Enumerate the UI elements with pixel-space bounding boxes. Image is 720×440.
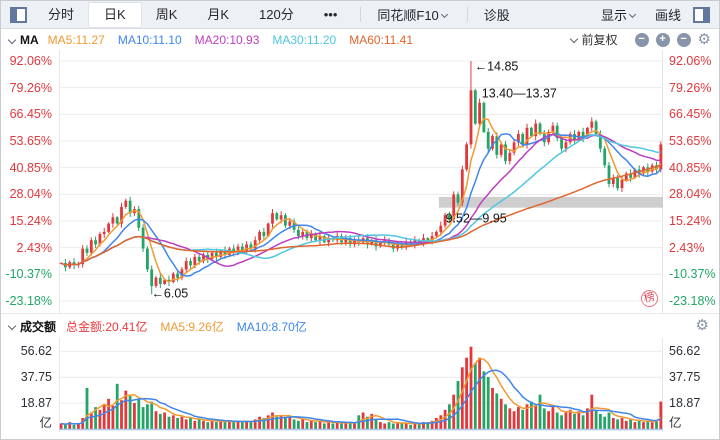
axis-label: 2.43% [16, 240, 52, 255]
right-panel-toggle-icon[interactable] [693, 6, 710, 23]
volume-readouts: 总金额:20.41亿 MA5:9.26亿 MA10:8.70亿 [66, 318, 320, 335]
tab-周K[interactable]: 周K [155, 6, 178, 22]
indicator-readout: MA5:9.26亿 [160, 319, 224, 334]
axis-label: 53.65% [9, 133, 52, 148]
indicator-readout: MA30:11.20 [272, 32, 337, 47]
axis-label: 92.06% [9, 54, 52, 68]
zoom-out-icon[interactable]: − [634, 32, 649, 47]
toolbar-divider [360, 7, 362, 22]
chevron-down-icon [569, 34, 578, 43]
indicator-readout: MA10:11.10 [117, 32, 182, 47]
svg-text:←6.05: ←6.05 [151, 286, 188, 300]
svg-text:13.40—13.37: 13.40—13.37 [482, 86, 557, 100]
indicator-readout: MA10:8.70亿 [236, 319, 307, 334]
diagnose-stock-button[interactable]: 诊股 [483, 8, 510, 23]
display-dropdown[interactable]: 显示 [593, 5, 647, 24]
axis-label: 15.24% [669, 213, 712, 228]
settings-gear-icon[interactable]: ⚙ [697, 30, 711, 48]
left-panel-toggle-icon[interactable] [10, 6, 27, 23]
main-axis-left: 92.06% 79.26% 66.45% 53.65% 40.85% 28.04% 15.2… [1, 50, 59, 313]
indicator-readout: 总金额:20.41亿 [66, 319, 148, 334]
tab-分时[interactable]: 分时 [48, 6, 75, 22]
volume-axis-left: 56.62 37.75 18.87 亿 [1, 338, 59, 432]
axis-label: -10.37% [5, 267, 52, 282]
axis-unit-label: 亿 [669, 416, 682, 430]
collapse-main-chart-icon[interactable] [7, 35, 17, 44]
svg-text:9.52—9.95: 9.52—9.95 [446, 211, 507, 225]
volume-indicator-row: 成交额 总金额:20.41亿 MA5:9.26亿 MA10:8.70亿 ⚙ [1, 313, 719, 338]
axis-label: 18.87 [669, 396, 701, 411]
axis-label: 15.24% [9, 213, 52, 228]
axis-label: -23.18% [669, 294, 716, 308]
toolbar: 分时 日K 周K 月K 120分 ••• 同花顺F10 诊股 显示 画线 [1, 1, 719, 29]
axis-label: 92.06% [669, 54, 712, 68]
zoom-in-icon[interactable]: + [655, 32, 670, 47]
axis-label: 37.75 [669, 370, 701, 385]
ma-title: MA [20, 32, 39, 47]
volume-title: 成交额 [20, 319, 57, 334]
period-tabs: 分时 日K 周K 月K 120分 [33, 1, 309, 28]
toolbar-divider [466, 7, 468, 22]
axis-label: 28.04% [669, 187, 712, 202]
volume-canvas[interactable] [59, 338, 663, 432]
axis-label: 2.43% [669, 240, 705, 255]
axis-label: 37.75 [20, 370, 52, 385]
axis-label: 40.85% [9, 160, 52, 175]
tab-月K[interactable]: 月K [207, 6, 230, 22]
axis-label: 40.85% [669, 160, 712, 175]
chevron-down-icon [440, 10, 448, 18]
axis-label: 66.45% [9, 107, 52, 122]
adjust-mode-dropdown[interactable]: 前复权 [569, 31, 618, 48]
axis-label: 18.87 [20, 396, 52, 411]
axis-label: 56.62 [669, 344, 701, 359]
draw-line-button[interactable]: 画线 [654, 8, 681, 23]
indicator-readout: MA5:11.27 [47, 32, 105, 47]
tab-日K[interactable]: 日K [89, 2, 141, 27]
svg-text:←14.85: ←14.85 [475, 59, 519, 73]
axis-label: 56.62 [20, 344, 52, 359]
axis-label: 28.04% [9, 187, 52, 202]
minimize-icon[interactable]: − [676, 32, 691, 47]
indicator-readout: MA20:10.93 [194, 32, 260, 47]
volume-axis-right: 56.62 37.75 18.87 亿 [663, 338, 719, 432]
axis-label: -23.18% [5, 294, 52, 308]
axis-unit-label: 亿 [39, 416, 52, 430]
ma-indicator-row: MA MA5:11.27 MA10:11.10 MA20:10.93 MA30:11.… [1, 29, 719, 50]
chevron-down-icon [628, 10, 637, 18]
axis-label: 79.26% [9, 80, 52, 95]
indicator-readout: MA60:11.41 [349, 32, 414, 47]
f10-button[interactable]: 同花顺F10 [369, 1, 458, 28]
axis-label: -10.37% [669, 267, 716, 282]
collapse-volume-icon[interactable] [7, 321, 17, 331]
ma-readouts: MA5:11.27 MA10:11.10 MA20:10.93 MA30:11.20 M… [48, 33, 426, 47]
axis-label: 53.65% [669, 133, 712, 148]
volume-settings-gear-icon[interactable]: ⚙ [695, 317, 709, 334]
axis-label: 79.26% [669, 80, 712, 95]
tab-120分[interactable]: 120分 [259, 6, 294, 22]
main-axis-right: 92.06% 79.26% 66.45% 53.65% 40.85% 28.04% 15.2… [663, 50, 719, 313]
axis-label: 66.45% [669, 107, 712, 122]
more-periods-button[interactable]: ••• [323, 6, 338, 22]
main-chart-canvas[interactable]: ←14.85 13.40—13.37 9.52—9.95 ←6.05 [59, 50, 663, 313]
